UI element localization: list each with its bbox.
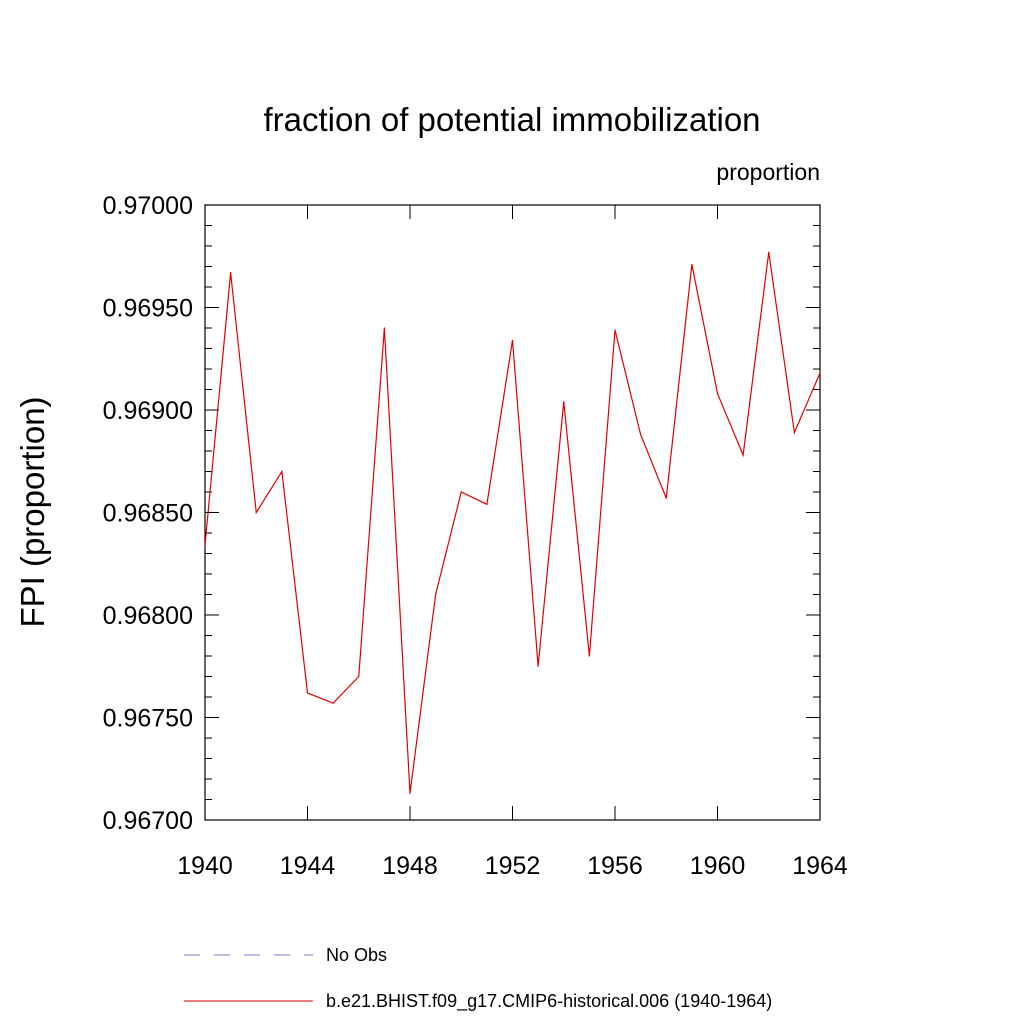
data-point <box>588 655 590 657</box>
data-point <box>460 491 462 493</box>
y-tick-label: 0.96750 <box>103 705 193 733</box>
data-point <box>486 503 488 505</box>
data-point <box>819 372 821 374</box>
x-tick-label: 1964 <box>792 852 848 880</box>
data-point <box>665 497 667 499</box>
data-point <box>383 327 385 329</box>
x-tick-label: 1940 <box>177 852 233 880</box>
data-point <box>716 393 719 395</box>
data-point <box>691 263 693 266</box>
data-point <box>306 692 309 694</box>
x-tick-label: 1956 <box>587 852 643 880</box>
legend-label-0: No Obs <box>326 945 387 965</box>
x-tick-label: 1952 <box>485 852 541 880</box>
data-point <box>358 675 360 678</box>
y-tick-label: 0.97000 <box>103 192 193 220</box>
legend: No Obs b.e21.BHIST.f09_g17.CMIP6-historic… <box>184 945 772 1012</box>
y-tick-label: 0.96700 <box>103 807 193 835</box>
data-point <box>230 272 232 274</box>
data-point <box>281 470 283 473</box>
data-point <box>742 454 744 456</box>
data-point <box>640 434 642 436</box>
data-point <box>563 401 565 403</box>
data-point <box>537 665 539 667</box>
data-point <box>435 593 437 596</box>
data-point <box>793 431 795 434</box>
data-point <box>255 511 257 514</box>
x-tick-label: 1944 <box>280 852 336 880</box>
y-tick-label: 0.96850 <box>103 500 193 528</box>
x-tick-label: 1948 <box>382 852 438 880</box>
axes <box>204 204 821 821</box>
data-point <box>768 251 770 253</box>
series-line-1 <box>204 252 821 794</box>
plot-frame <box>204 204 821 821</box>
data-point <box>204 544 206 546</box>
chart-subtitle: proportion <box>716 159 820 185</box>
data-point <box>614 329 616 331</box>
data-point <box>332 702 334 704</box>
chart-title: fraction of potential immobilization <box>263 101 760 138</box>
x-tick-label: 1960 <box>690 852 746 880</box>
data-point <box>511 339 514 341</box>
y-tick-label: 0.96800 <box>103 602 193 630</box>
y-axis-label: FPI (proportion) <box>14 396 51 627</box>
y-tick-label: 0.96950 <box>103 295 193 323</box>
data-point <box>409 792 411 794</box>
y-tick-label: 0.96900 <box>103 397 193 425</box>
series-group <box>204 251 821 794</box>
axis-ticks: 0.96700 0.96750 0.96800 0.96850 0.96900 0.969… <box>103 192 848 880</box>
legend-label-1: b.e21.BHIST.f09_g17.CMIP6-historical.006… <box>326 991 772 1012</box>
